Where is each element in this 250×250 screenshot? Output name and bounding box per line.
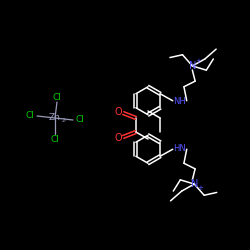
Text: O: O [114, 107, 122, 117]
Text: N: N [191, 179, 198, 189]
Text: +: + [198, 185, 203, 191]
Text: 2-: 2- [61, 118, 67, 122]
Text: O: O [114, 133, 122, 143]
Text: +: + [196, 58, 201, 64]
Text: Cl: Cl [76, 116, 84, 124]
Text: Cl: Cl [26, 112, 35, 120]
Text: N: N [189, 61, 196, 71]
Text: NH: NH [173, 97, 186, 106]
Text: Zn: Zn [49, 114, 61, 122]
Text: Cl: Cl [52, 92, 62, 102]
Text: Cl: Cl [50, 134, 59, 143]
Text: HN: HN [173, 144, 186, 153]
